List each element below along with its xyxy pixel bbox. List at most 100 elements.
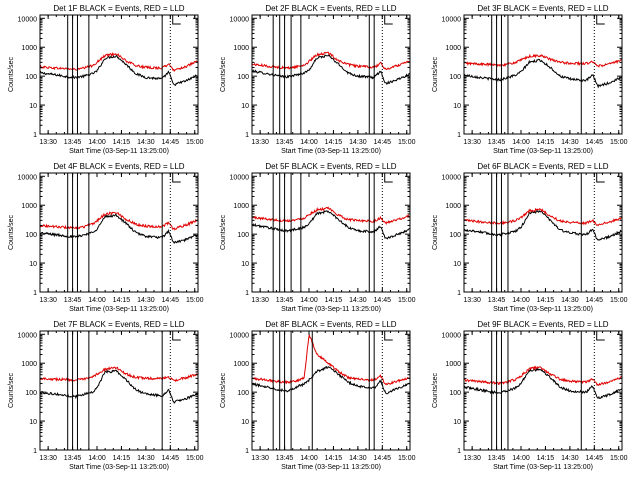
- x-axis-label: Start Time (03-Sep-11 13:25:00): [281, 148, 381, 155]
- x-tick-label: 14:45: [374, 139, 392, 146]
- x-axis-label: Start Time (03-Sep-11 13:25:00): [281, 306, 381, 313]
- plot-frame: [251, 172, 411, 293]
- x-tick-label: 14:45: [586, 455, 604, 462]
- x-tick-label: 14:45: [586, 139, 604, 146]
- x-tick-label: 14:15: [537, 139, 555, 146]
- x-tick-label: 14:45: [374, 455, 392, 462]
- y-tick-label: 10000: [230, 16, 250, 23]
- y-axis-label: Counts/sec: [220, 56, 227, 92]
- series-line-events: [39, 369, 198, 404]
- x-axis-label: Start Time (03-Sep-11 13:25:00): [493, 464, 593, 471]
- x-tick-label: 14:00: [88, 455, 106, 462]
- y-tick-label: 1: [245, 132, 249, 139]
- x-tick-label: 14:30: [137, 455, 155, 462]
- y-tick-label: 100: [25, 390, 37, 397]
- x-tick-label: 13:30: [251, 455, 269, 462]
- series-line-lld: [39, 366, 198, 383]
- chart-title: Det 8F BLACK = Events, RED = LLD: [265, 320, 396, 329]
- series-line-lld: [251, 334, 410, 386]
- chart-panel-7: Det 7F BLACK = Events, RED = LLD 13:30 13:…: [8, 320, 204, 471]
- y-tick-label: 100: [25, 74, 37, 81]
- y-tick-label: 1000: [21, 203, 37, 210]
- series-line-events: [463, 367, 623, 400]
- y-axis-label: Counts/sec: [8, 56, 15, 92]
- chart-panel-6: Det 6F BLACK = Events, RED = LLD 13:30 13:…: [432, 162, 628, 313]
- y-tick-label: 1: [33, 448, 37, 455]
- chart-title: Det 9F BLACK = Events, RED = LLD: [477, 320, 608, 329]
- y-tick-label: 100: [449, 232, 461, 239]
- x-axis-label: Start Time (03-Sep-11 13:25:00): [493, 148, 593, 155]
- x-tick-label: 14:15: [113, 455, 131, 462]
- chart-title: Det 5F BLACK = Events, RED = LLD: [265, 162, 396, 171]
- x-tick-label: 13:45: [276, 297, 294, 304]
- x-tick-label: 14:00: [300, 139, 318, 146]
- y-tick-label: 10: [29, 419, 37, 426]
- x-tick-label: 14:45: [162, 139, 180, 146]
- y-axis-label: Counts/sec: [8, 372, 15, 408]
- x-tick-label: 14:45: [374, 297, 392, 304]
- x-tick-label: 13:30: [463, 455, 481, 462]
- x-tick-label: 13:45: [276, 455, 294, 462]
- x-tick-label: 14:30: [561, 455, 579, 462]
- chart-title: Det 7F BLACK = Events, RED = LLD: [53, 320, 184, 329]
- y-tick-label: 1: [245, 448, 249, 455]
- x-axis-label: Start Time (03-Sep-11 13:25:00): [493, 306, 593, 313]
- x-tick-label: 13:45: [276, 139, 294, 146]
- series-line-lld: [39, 51, 198, 73]
- x-tick-label: 14:15: [325, 297, 343, 304]
- x-tick-label: 13:30: [39, 139, 57, 146]
- y-tick-label: 100: [449, 74, 461, 81]
- series-line-events: [251, 365, 410, 395]
- series-line-events: [39, 213, 198, 245]
- y-tick-label: 1000: [445, 361, 461, 368]
- series-line-lld: [251, 206, 410, 226]
- y-tick-label: 1: [33, 290, 37, 297]
- y-tick-label: 1: [457, 290, 461, 297]
- chart-title: Det 3F BLACK = Events, RED = LLD: [477, 4, 608, 13]
- x-tick-label: 14:30: [561, 139, 579, 146]
- y-tick-label: 10000: [442, 16, 462, 23]
- y-tick-label: 10000: [18, 16, 38, 23]
- y-tick-label: 10: [241, 261, 249, 268]
- y-axis-label: Counts/sec: [220, 372, 227, 408]
- y-tick-label: 10000: [230, 174, 250, 181]
- y-tick-label: 100: [237, 390, 249, 397]
- x-tick-label: 14:15: [113, 139, 131, 146]
- x-tick-label: 14:15: [113, 297, 131, 304]
- x-tick-label: 13:45: [488, 455, 506, 462]
- chart-panel-9: Det 9F BLACK = Events, RED = LLD 13:30 13:…: [432, 320, 628, 471]
- series-line-events: [39, 54, 198, 86]
- x-tick-label: 14:00: [512, 139, 530, 146]
- plot-frame: [251, 14, 411, 135]
- y-tick-label: 1: [457, 132, 461, 139]
- series-line-lld: [463, 53, 622, 68]
- corner-marker: [384, 173, 393, 183]
- y-tick-label: 100: [237, 74, 249, 81]
- y-tick-label: 100: [449, 390, 461, 397]
- chart-panel-5: Det 5F BLACK = Events, RED = LLD 13:30 13:…: [220, 162, 416, 313]
- chart-title: Det 1F BLACK = Events, RED = LLD: [53, 4, 184, 13]
- x-tick-label: 13:30: [39, 455, 57, 462]
- y-tick-label: 10000: [230, 332, 250, 339]
- x-tick-label: 14:30: [137, 297, 155, 304]
- y-axis-label: Counts/sec: [8, 214, 15, 250]
- chart-panel-3: Det 3F BLACK = Events, RED = LLD 13:30 13:…: [432, 4, 628, 155]
- x-tick-label: 14:30: [349, 455, 367, 462]
- y-tick-label: 1000: [445, 203, 461, 210]
- series-line-events: [463, 209, 622, 241]
- y-tick-label: 10: [29, 103, 37, 110]
- x-tick-label: 13:30: [251, 139, 269, 146]
- chart-title: Det 4F BLACK = Events, RED = LLD: [53, 162, 184, 171]
- y-axis-label: Counts/sec: [220, 214, 227, 250]
- y-axis-label: Counts/sec: [432, 56, 439, 92]
- x-tick-label: 14:00: [300, 455, 318, 462]
- chart-title: Det 2F BLACK = Events, RED = LLD: [265, 4, 396, 13]
- x-tick-label: 13:30: [463, 139, 481, 146]
- y-tick-label: 10: [453, 261, 461, 268]
- y-tick-label: 1000: [233, 45, 249, 52]
- x-axis-label: Start Time (03-Sep-11 13:25:00): [69, 148, 169, 155]
- y-tick-label: 1000: [445, 45, 461, 52]
- chart-title: Det 6F BLACK = Events, RED = LLD: [477, 162, 608, 171]
- x-tick-label: 14:15: [325, 139, 343, 146]
- y-tick-label: 10: [29, 261, 37, 268]
